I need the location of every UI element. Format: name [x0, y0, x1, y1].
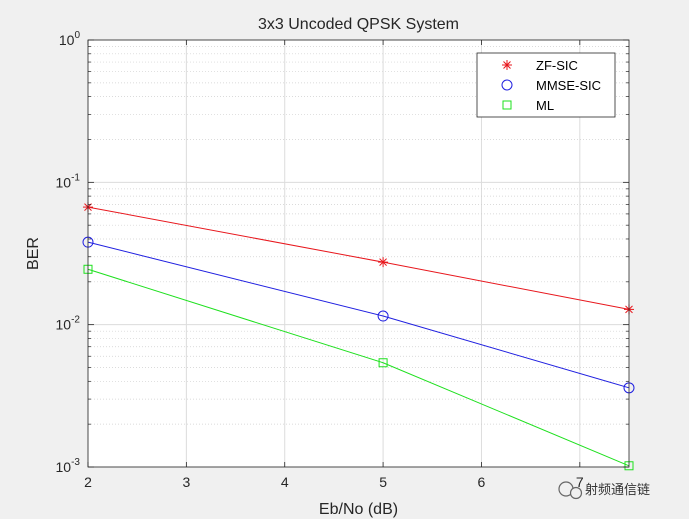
watermark-text: 射频通信链 — [585, 482, 650, 497]
legend-label: ZF-SIC — [536, 58, 578, 73]
x-tick-label: 2 — [84, 474, 92, 490]
y-tick-label: 100 — [59, 30, 81, 48]
circle-shape — [377, 310, 389, 322]
square-shape — [502, 100, 512, 110]
x-tick-label: 3 — [182, 474, 190, 490]
y-tick-label: 10-1 — [56, 172, 81, 190]
x-tick-label: 4 — [281, 474, 289, 490]
chart-title: 3x3 Uncoded QPSK System — [258, 16, 459, 33]
legend-marker-ml — [502, 100, 512, 110]
y-tick-label: 10-2 — [56, 315, 81, 333]
y-tick-base: 10 — [56, 174, 72, 190]
plot-frame — [87, 39, 630, 468]
legend-marker-mmse-sic — [501, 79, 513, 91]
circle-shape — [501, 79, 513, 91]
legend: ZF-SIC MMSE-SIC ML — [476, 52, 616, 118]
y-tick-base: 10 — [59, 32, 75, 48]
legend-box — [476, 52, 616, 118]
wechat-icon-bubble — [569, 486, 583, 500]
asterisk-stroke — [503, 61, 511, 69]
data-point-mmse-sic — [377, 310, 389, 322]
legend-label: MMSE-SIC — [536, 78, 601, 93]
series-line-ml — [87, 268, 630, 467]
y-tick-exponent: -2 — [71, 315, 80, 326]
asterisk-stroke — [379, 258, 387, 266]
y-tick-base: 10 — [56, 459, 72, 475]
y-axis-label: BER — [25, 237, 42, 270]
legend-marker-zf-sic — [502, 60, 512, 70]
y-tick-exponent: 0 — [74, 30, 80, 41]
square-shape — [378, 358, 388, 368]
x-tick-label: 6 — [478, 474, 486, 490]
x-tick-label: 7 — [576, 474, 584, 490]
data-point-ml — [378, 358, 388, 368]
y-tick-exponent: -1 — [71, 172, 80, 183]
y-tick-exponent: -3 — [71, 457, 80, 468]
y-tick-base: 10 — [56, 317, 72, 333]
x-axis-label: Eb/No (dB) — [319, 501, 398, 518]
series-line-mmse-sic — [87, 241, 630, 389]
watermark: 射频通信链 — [558, 481, 650, 500]
x-tick-label: 5 — [379, 474, 387, 490]
y-tick-label: 10-3 — [56, 457, 81, 475]
data-point-zf-sic — [378, 257, 389, 268]
legend-label: ML — [536, 98, 554, 113]
